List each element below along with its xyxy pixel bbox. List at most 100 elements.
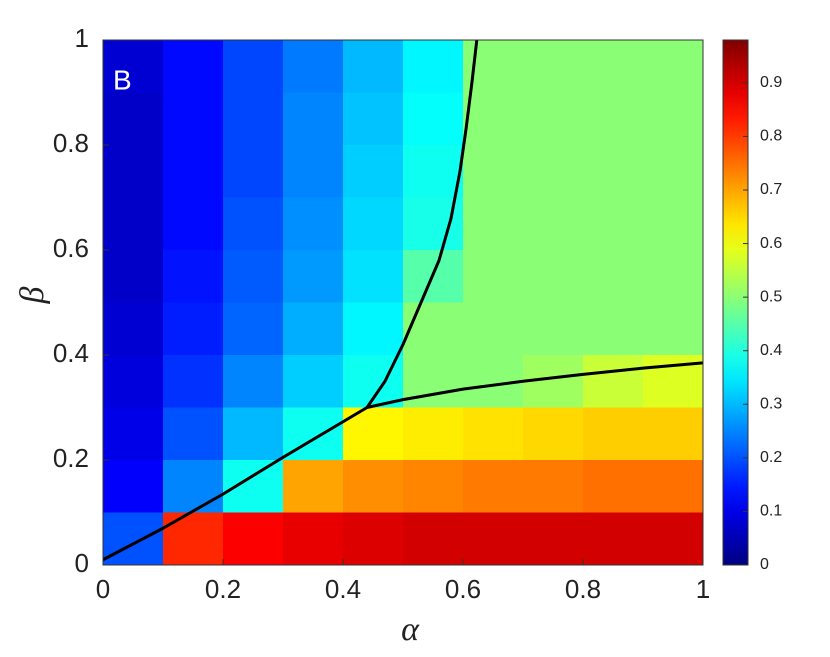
cell <box>523 40 584 93</box>
y-tick-label: 0.6 <box>53 233 89 263</box>
cell <box>643 512 703 565</box>
colorbar-tick-label: 0.5 <box>760 288 782 305</box>
cell <box>103 407 164 461</box>
cell <box>163 250 224 303</box>
cell <box>283 512 344 565</box>
x-axis-label: α <box>401 611 420 648</box>
cell <box>163 40 224 93</box>
cell <box>583 512 644 565</box>
colorbar-tick-label: 0.3 <box>760 396 782 413</box>
cell <box>283 460 344 513</box>
cell <box>583 40 644 93</box>
cell <box>583 355 644 408</box>
cell <box>103 460 164 513</box>
cell <box>103 250 164 303</box>
cell <box>403 145 464 198</box>
cell <box>103 302 164 356</box>
plot-frame <box>102 39 704 566</box>
cell <box>223 512 284 565</box>
cell <box>403 460 464 513</box>
cell <box>283 302 344 356</box>
cell <box>403 407 464 461</box>
cell <box>643 407 703 461</box>
cell <box>463 512 524 565</box>
cell <box>343 250 404 303</box>
cell <box>343 40 404 93</box>
y-axis-label: β <box>14 286 51 304</box>
cell <box>403 40 464 93</box>
cell <box>463 92 524 146</box>
cell <box>463 460 524 513</box>
cell <box>583 407 644 461</box>
cell <box>523 197 584 251</box>
cell <box>163 145 224 198</box>
cell <box>103 40 164 93</box>
panel-label: B <box>113 64 132 95</box>
y-tick-label: 0.4 <box>53 338 89 368</box>
cell <box>283 197 344 251</box>
y-tick-label: 0.2 <box>53 443 89 473</box>
cell <box>283 250 344 303</box>
cell <box>343 302 404 356</box>
heatmap <box>103 40 703 565</box>
cell <box>343 512 404 565</box>
cell <box>103 512 164 565</box>
cell <box>223 302 284 356</box>
y-tick-label: 1 <box>75 23 89 53</box>
cell <box>343 197 404 251</box>
cell <box>163 302 224 356</box>
cell <box>163 355 224 408</box>
cell <box>583 145 644 198</box>
x-tick-label: 0.2 <box>205 574 241 604</box>
colorbar-tick-label: 0.8 <box>760 128 782 145</box>
cell <box>403 355 464 408</box>
cell <box>463 407 524 461</box>
cell <box>163 197 224 251</box>
colorbar-tick-label: 0.2 <box>760 449 782 466</box>
y-tick-label: 0.8 <box>53 128 89 158</box>
cell <box>223 40 284 93</box>
cell <box>523 512 584 565</box>
cell <box>403 512 464 565</box>
cell <box>283 92 344 146</box>
colorbar <box>722 39 749 566</box>
colorbar-tick-label: 0.9 <box>760 74 782 91</box>
boundary-line <box>103 406 368 562</box>
colorbar-tick-label: 0 <box>760 556 769 573</box>
cell <box>283 145 344 198</box>
cell <box>343 460 404 513</box>
colorbar-tick-label: 0.6 <box>760 235 782 252</box>
cell <box>163 92 224 146</box>
cell <box>343 145 404 198</box>
boundary-line <box>366 361 703 409</box>
cell <box>583 92 644 146</box>
cell <box>643 460 703 513</box>
cell <box>103 197 164 251</box>
axes: 0 0.2 0.4 0.6 0.8 1 0 0.2 0.4 0.6 0.8 1 0 0.1 0.2 0.3 0.… <box>53 23 783 604</box>
cell <box>523 460 584 513</box>
cell <box>283 355 344 408</box>
cell <box>103 92 164 146</box>
cell <box>163 407 224 461</box>
boundaries <box>103 40 703 562</box>
cell <box>223 92 284 146</box>
cell <box>643 40 703 93</box>
cell <box>523 302 584 356</box>
cell <box>223 197 284 251</box>
x-tick-label: 0 <box>96 574 110 604</box>
cell <box>643 92 703 146</box>
cell <box>103 145 164 198</box>
cell <box>403 92 464 146</box>
cell <box>223 460 284 513</box>
cell <box>583 250 644 303</box>
cell <box>463 145 524 198</box>
cell <box>223 145 284 198</box>
x-tick-label: 0.8 <box>565 574 601 604</box>
cell <box>283 40 344 93</box>
cell <box>223 407 284 461</box>
x-tick-label: 0.4 <box>325 574 361 604</box>
cell <box>583 197 644 251</box>
x-tick-label: 1 <box>696 574 710 604</box>
colorbar-tick-label: 0.4 <box>760 342 782 359</box>
